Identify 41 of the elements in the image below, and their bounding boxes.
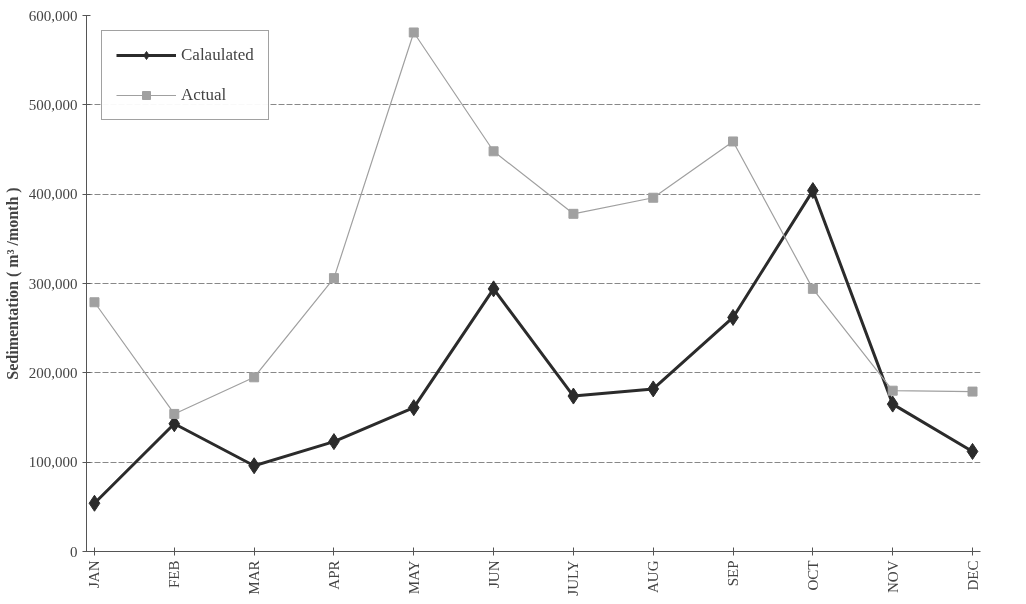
y-tick-label: 400,000 bbox=[28, 186, 78, 203]
x-tick-label: DEC bbox=[964, 560, 981, 591]
point bbox=[89, 297, 100, 308]
x-tick-label: MAR bbox=[246, 560, 263, 595]
y-tick-label: 300,000 bbox=[28, 275, 78, 292]
legend-label: Actual bbox=[181, 85, 227, 105]
point bbox=[647, 380, 660, 398]
x-tick-label: FEB bbox=[166, 560, 183, 589]
point bbox=[407, 399, 420, 417]
y-tick-label: 500,000 bbox=[28, 96, 78, 113]
point bbox=[567, 387, 580, 405]
point bbox=[966, 442, 979, 460]
point bbox=[886, 395, 899, 413]
x-tick-label: JULY bbox=[565, 560, 582, 596]
point bbox=[328, 273, 339, 284]
x-tick-label: SEP bbox=[725, 560, 742, 587]
point bbox=[169, 408, 180, 419]
point bbox=[88, 494, 101, 512]
legend-label: Calaulated bbox=[181, 45, 254, 65]
point bbox=[648, 192, 659, 203]
point bbox=[487, 280, 500, 298]
x-tick-label: NOV bbox=[884, 560, 901, 593]
point bbox=[568, 208, 579, 219]
point bbox=[488, 146, 499, 157]
x-tick-label: JUN bbox=[485, 560, 502, 588]
y-tick-label: 100,000 bbox=[28, 454, 78, 471]
point bbox=[807, 283, 818, 294]
x-tick-label: AUG bbox=[645, 560, 662, 593]
y-tick-label: 200,000 bbox=[28, 364, 78, 381]
x-tick-label: OCT bbox=[804, 560, 821, 591]
point bbox=[408, 27, 419, 38]
y-tick-label: 0 bbox=[70, 543, 78, 560]
point bbox=[728, 136, 739, 147]
y-axis-title: Sedimentation ( m³ /month ) bbox=[3, 187, 22, 380]
point bbox=[249, 372, 260, 383]
x-tick-label: MAY bbox=[405, 560, 422, 595]
x-tick-label: APR bbox=[325, 560, 342, 590]
point bbox=[967, 386, 978, 397]
point bbox=[887, 385, 898, 396]
y-tick-label: 600,000 bbox=[28, 7, 78, 24]
x-tick-label: JAN bbox=[86, 560, 103, 588]
